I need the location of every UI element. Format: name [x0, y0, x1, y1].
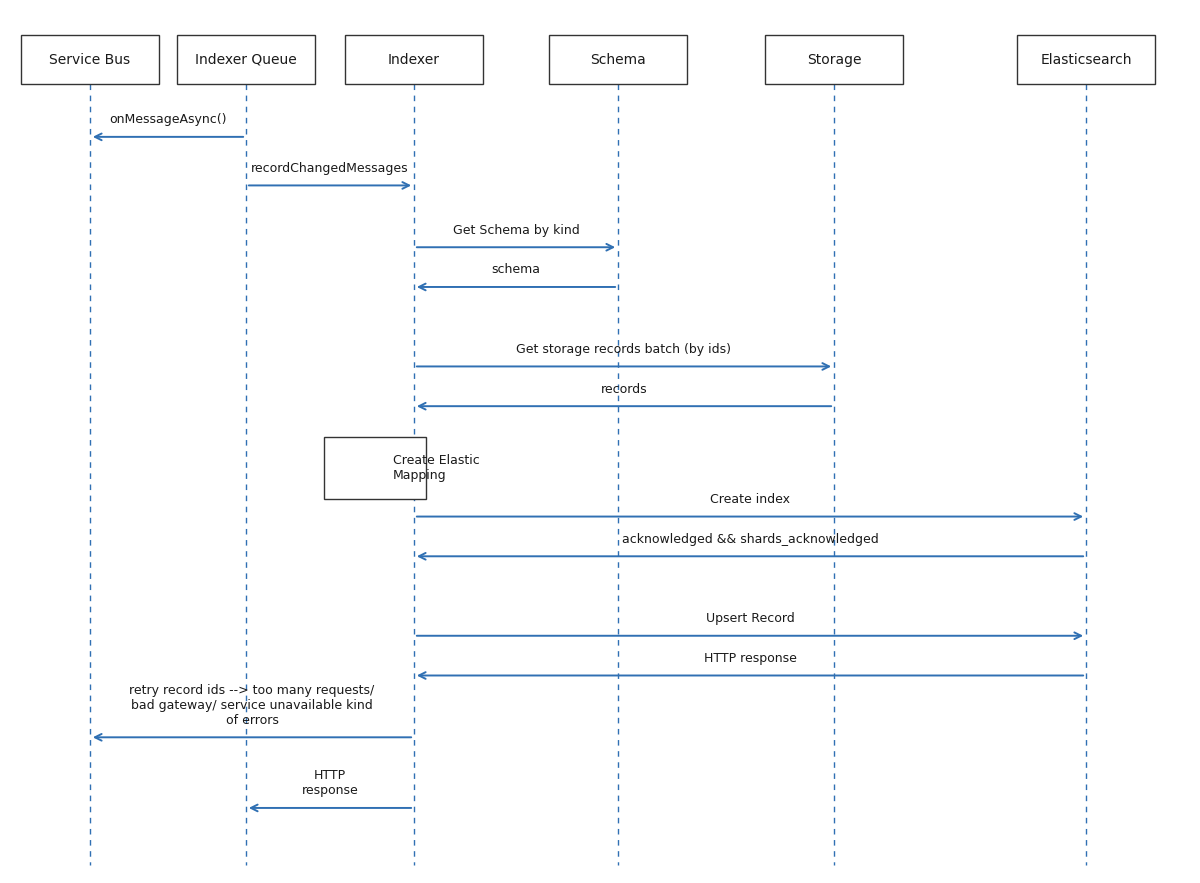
Bar [20, 35, 160, 84]
Text: Schema: Schema [590, 53, 646, 66]
Bar [766, 35, 904, 84]
Bar [550, 35, 686, 84]
Text: Storage: Storage [806, 53, 862, 66]
Bar [1018, 35, 1154, 84]
Text: Elasticsearch: Elasticsearch [1040, 53, 1132, 66]
Text: Get Schema by kind: Get Schema by kind [452, 223, 580, 237]
Text: Get storage records batch (by ids): Get storage records batch (by ids) [516, 343, 732, 356]
Text: schema: schema [492, 263, 540, 276]
Text: Upsert Record: Upsert Record [706, 612, 794, 625]
Text: acknowledged && shards_acknowledged: acknowledged && shards_acknowledged [622, 532, 878, 546]
Text: Indexer Queue: Indexer Queue [196, 53, 296, 66]
Bar [178, 35, 314, 84]
Text: Indexer: Indexer [388, 53, 440, 66]
Bar [324, 437, 426, 499]
Text: onMessageAsync(): onMessageAsync() [109, 113, 227, 126]
Text: recordChangedMessages: recordChangedMessages [251, 162, 409, 175]
Text: Create index: Create index [710, 493, 790, 506]
Text: records: records [601, 382, 647, 396]
Text: HTTP
response: HTTP response [301, 769, 359, 797]
Text: Create Elastic
Mapping: Create Elastic Mapping [392, 454, 480, 482]
Text: retry record ids --> too many requests/
bad gateway/ service unavailable kind
of: retry record ids --> too many requests/ … [130, 683, 374, 727]
Text: HTTP response: HTTP response [703, 652, 797, 665]
Text: Service Bus: Service Bus [49, 53, 131, 66]
Bar [346, 35, 482, 84]
